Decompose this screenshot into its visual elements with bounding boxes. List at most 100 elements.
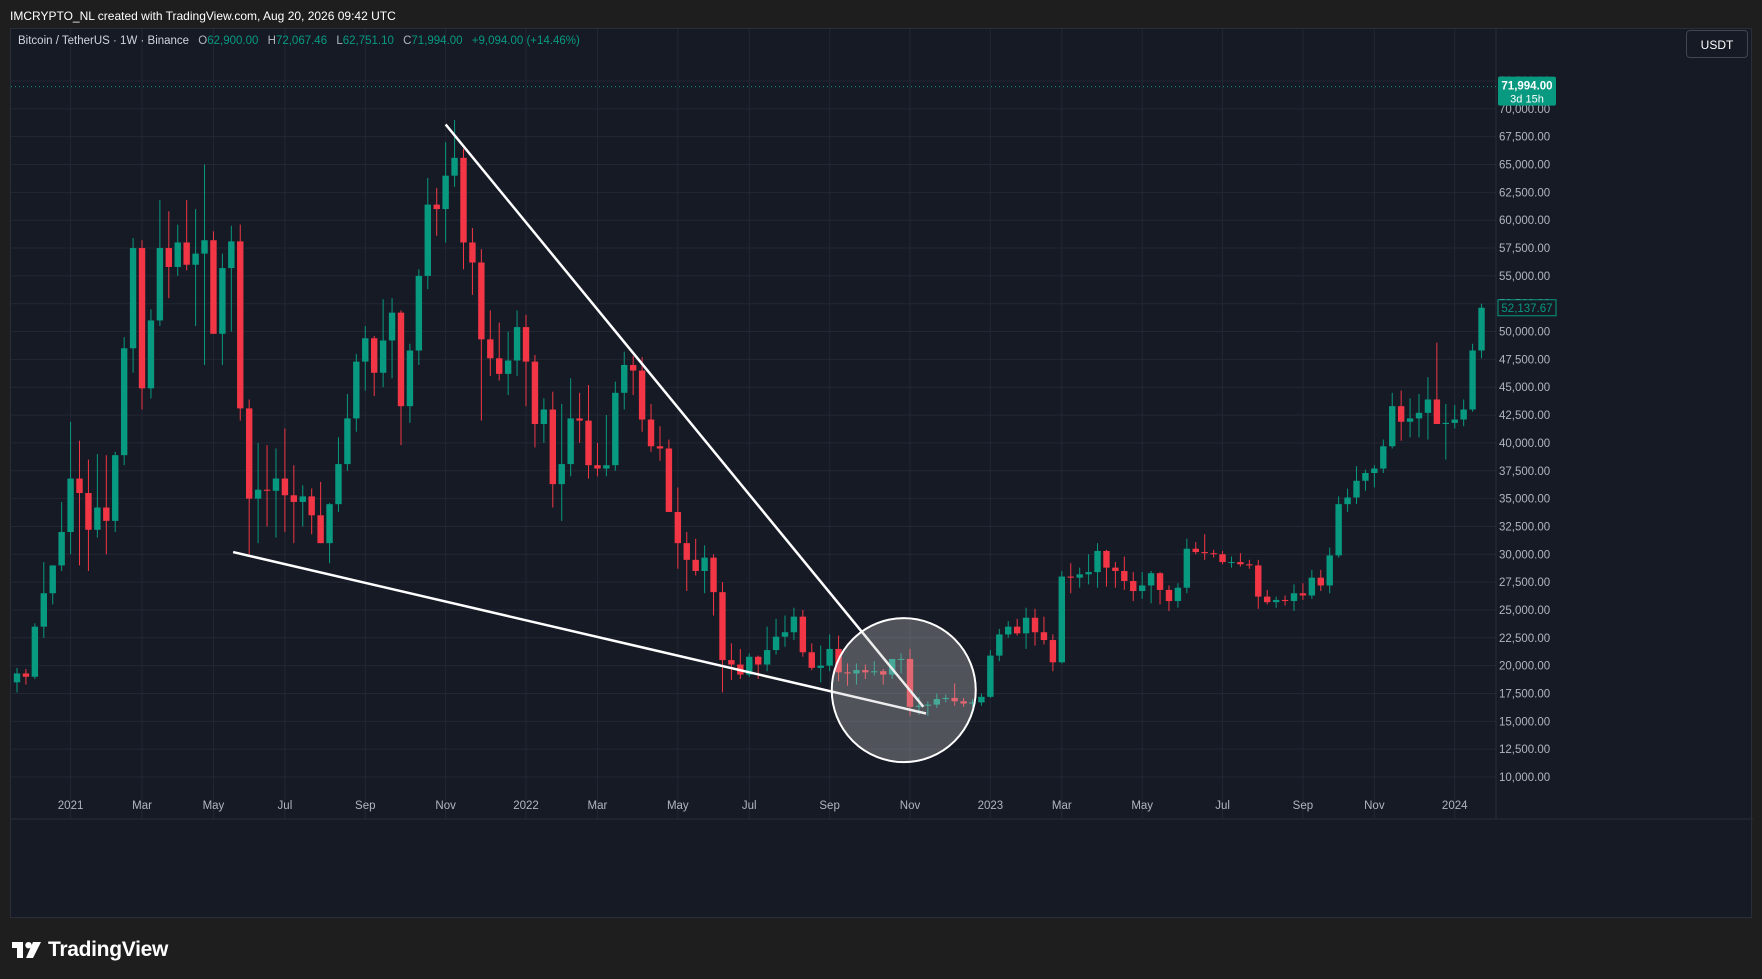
support-trendline (232, 550, 927, 715)
candle-body (120, 348, 128, 456)
candle-body (1138, 585, 1146, 592)
candle-body (1085, 572, 1092, 575)
time-tick-label: May (1131, 800, 1153, 812)
candle-body (129, 248, 137, 349)
candle-body (174, 242, 181, 267)
candle-body (245, 408, 253, 499)
candle-body (504, 360, 512, 374)
candle-body (880, 671, 887, 675)
candlestick-chart[interactable]: 10,000.00 12,500.00 15,000.00 17,500.00 20,0… (11, 29, 1753, 919)
candle-body (683, 543, 690, 560)
price-tick-label: 55,000.00 (1499, 271, 1550, 283)
price-tick-label: 22,500.00 (1499, 633, 1550, 645)
close-value: 71,994.00 (411, 35, 463, 47)
candle-body (1228, 562, 1235, 564)
candle-body (799, 616, 807, 653)
price-tick-label: 50,000.00 (1499, 327, 1550, 339)
time-tick-label: Mar (132, 800, 152, 812)
price-tick-label: 40,000.00 (1499, 438, 1550, 450)
candle-body (656, 446, 664, 449)
candle-body (728, 660, 735, 665)
time-tick-label: Mar (588, 800, 608, 812)
price-tick-label: 35,000.00 (1499, 494, 1550, 506)
candle-body (1049, 640, 1057, 663)
price-tick-label: 47,500.00 (1499, 354, 1550, 366)
candle-body (1058, 576, 1066, 663)
candle-body (585, 420, 592, 466)
price-tick-label: 57,500.00 (1499, 243, 1550, 255)
symbol-legend: Bitcoin / TetherUS · 1W · Binance O62,90… (18, 35, 580, 47)
candle-body (219, 268, 226, 334)
candle-body (808, 652, 815, 668)
candle-body (1192, 548, 1199, 553)
candle-body (1469, 350, 1476, 410)
candle-body (1335, 504, 1342, 556)
candle-body (674, 511, 682, 544)
candle-body (781, 632, 789, 637)
candle-body (103, 507, 110, 521)
candle-body (960, 701, 967, 704)
price-tick-label: 70,000.00 (1499, 104, 1550, 116)
price-tick-label: 20,000.00 (1499, 661, 1550, 673)
candles-group (13, 119, 1485, 716)
candle-body (1397, 406, 1405, 422)
price-tick-label: 32,500.00 (1499, 521, 1550, 533)
candle-body (1165, 589, 1173, 602)
high-value: 72,067.46 (275, 35, 328, 47)
candle-body (281, 478, 289, 496)
candle-body (1415, 412, 1423, 419)
candle-body (1103, 550, 1110, 568)
currency-button[interactable]: USDT (1686, 30, 1748, 58)
candle-body (871, 671, 878, 673)
candle-body (49, 565, 56, 594)
candle-body (22, 673, 30, 677)
candle-body (67, 478, 74, 533)
candle-body (1362, 472, 1369, 481)
price-tick-label: 10,000.00 (1499, 772, 1550, 784)
candle-body (1406, 418, 1414, 422)
candle-body (549, 409, 556, 485)
candle-body (1210, 553, 1217, 555)
candle-body (406, 350, 414, 407)
close-label: C (403, 35, 412, 47)
candle-body (790, 616, 798, 633)
candle-body (942, 697, 949, 700)
candle-body (192, 253, 199, 265)
candle-body (76, 478, 83, 494)
candle-body (897, 658, 905, 660)
chart-pane[interactable]: 10,000.00 12,500.00 15,000.00 17,500.00 20,0… (10, 28, 1753, 919)
candle-body (1460, 409, 1467, 420)
candle-body (228, 241, 235, 269)
candle-body (1219, 554, 1226, 563)
candle-body (40, 593, 47, 627)
open-value: 62,900.00 (207, 35, 259, 47)
candle-body (1442, 422, 1449, 424)
time-tick-label: Nov (435, 800, 456, 812)
candle-body (1380, 446, 1387, 469)
candle-body (540, 409, 548, 424)
candle-body (85, 493, 92, 530)
candle-body (844, 672, 851, 674)
candle-body (263, 489, 271, 491)
candle-body (147, 320, 155, 389)
candle-body (1424, 399, 1432, 413)
brand-name: TradingView (48, 938, 169, 961)
candle-body (1433, 399, 1441, 424)
candle-body (1281, 599, 1289, 602)
candle-body (906, 658, 914, 707)
time-tick-label: Nov (1364, 800, 1385, 812)
candle-body (1290, 593, 1298, 602)
time-tick-label: Jul (1215, 800, 1230, 812)
candle-body (1478, 307, 1485, 351)
price-tick-label: 27,500.00 (1499, 577, 1550, 589)
tradingview-logo[interactable]: TradingView (12, 938, 168, 962)
candle-body (719, 592, 726, 661)
candle-body (763, 650, 771, 665)
candle-body (1237, 562, 1244, 565)
price-tick-label: 45,000.00 (1499, 382, 1550, 394)
candle-body (1255, 565, 1262, 597)
time-tick-label: 2021 (58, 800, 84, 812)
candle-body (1094, 550, 1101, 573)
candle-body (558, 464, 565, 485)
candle-body (1112, 567, 1119, 571)
